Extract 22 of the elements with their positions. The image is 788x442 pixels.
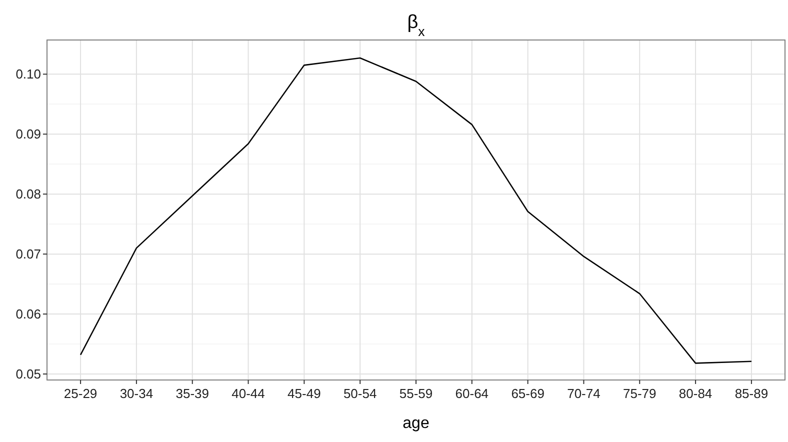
chart-title: β$_{x}$	[407, 12, 426, 38]
y-tick-label: 0.10	[16, 66, 41, 82]
x-tick-label: 55-59	[399, 386, 433, 401]
x-tick-label: 35-39	[176, 386, 209, 401]
x-tick-label: 70-74	[567, 386, 600, 401]
x-tick-label: 60-64	[455, 386, 489, 401]
x-axis-title: age	[402, 415, 430, 432]
y-tick-label: 0.07	[16, 246, 41, 262]
x-tick-label: 50-54	[343, 386, 377, 401]
x-tick-label: 80-84	[678, 386, 712, 401]
x-tick-label: 40-44	[232, 386, 265, 401]
x-tick-label: 45-49	[288, 386, 321, 401]
y-tick-label: 0.09	[16, 126, 41, 142]
x-tick-label: 65-69	[511, 386, 544, 401]
y-tick-label: 0.06	[16, 306, 41, 322]
x-tick-label: 25-29	[64, 386, 98, 401]
x-tick-label: 75-79	[623, 386, 656, 401]
line-series	[80, 57, 752, 364]
y-tick-label: 0.08	[16, 186, 41, 202]
x-tick-label: 85-89	[734, 386, 768, 401]
x-tick-label: 30-34	[120, 386, 154, 401]
y-tick-label: 0.05	[16, 366, 41, 382]
